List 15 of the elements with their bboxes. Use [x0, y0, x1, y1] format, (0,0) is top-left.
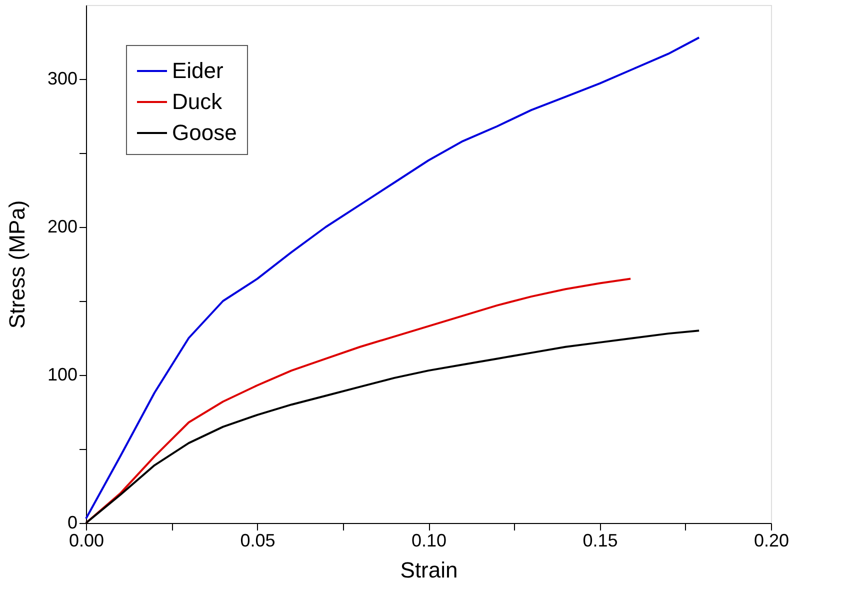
y-tick-label: 300: [47, 68, 78, 88]
x-tick-label: 0.10: [411, 530, 447, 550]
x-axis-title: Strain: [400, 558, 458, 582]
y-axis-title: Stress (MPa): [4, 200, 30, 329]
line-series: [85, 36, 700, 520]
x-tick-label: 0.15: [582, 530, 618, 550]
y-tick-label: 200: [47, 216, 78, 236]
legend-label: Eider: [172, 58, 224, 83]
x-tick-label: 0.05: [240, 530, 276, 550]
y-tick-label: 0: [67, 512, 78, 532]
y-tick-label: 100: [47, 364, 78, 384]
x-tick-label: 0.20: [754, 530, 790, 550]
legend-label: Duck: [172, 89, 224, 114]
x-tick-label: 0.00: [68, 530, 104, 550]
legend-label: Goose: [172, 120, 237, 145]
